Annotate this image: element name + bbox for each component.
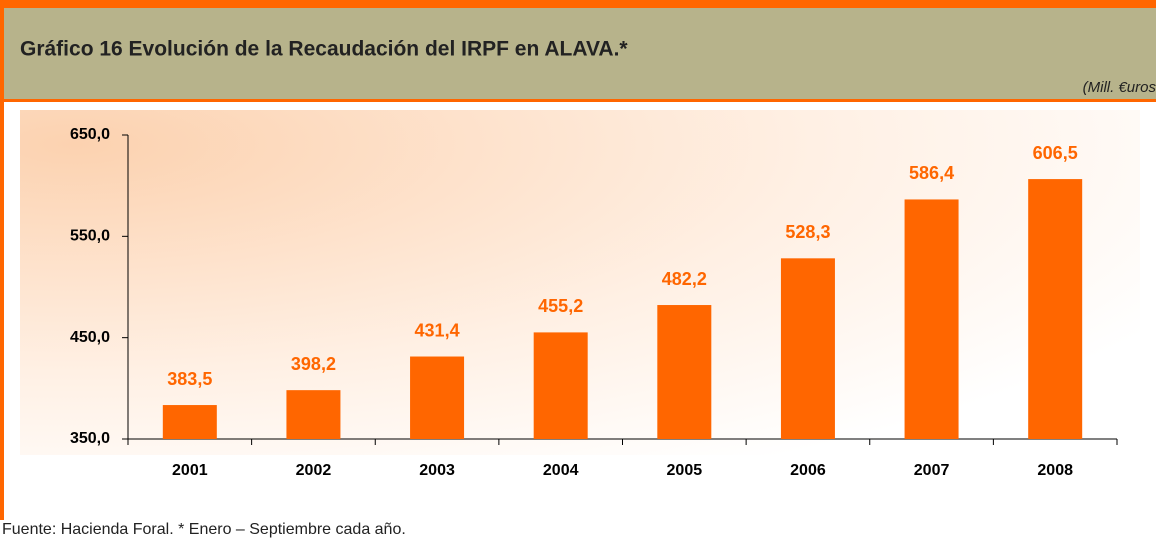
x-tick-label: 2001 [172,462,208,479]
value-label: 482,2 [662,269,707,289]
chart-title: Gráfico 16 Evolución de la Recaudación d… [20,38,628,61]
bar [286,390,341,439]
value-label: 398,2 [291,354,336,374]
bar [780,258,835,439]
bar [162,405,217,439]
y-tick-label: 550,0 [70,228,110,245]
bar [533,332,588,439]
left-border [0,8,4,520]
header-rule [0,99,1156,102]
value-label: 431,4 [415,320,460,340]
top-border [0,0,1156,8]
source-note: Fuente: Hacienda Foral. * Enero – Septie… [2,521,406,538]
value-label: 383,5 [167,369,212,389]
x-tick-label: 2005 [667,462,703,479]
value-label: 606,5 [1033,143,1078,163]
x-tick-label: 2003 [419,462,455,479]
y-tick-label: 350,0 [70,430,110,447]
x-tick-label: 2006 [790,462,826,479]
bar [904,199,959,439]
value-label: 455,2 [538,296,583,316]
bar [1028,179,1083,439]
y-tick-label: 650,0 [70,126,110,143]
x-tick-label: 2004 [543,462,579,479]
value-label: 586,4 [909,163,954,183]
x-tick-label: 2007 [914,462,950,479]
bar [657,305,712,439]
bar [410,356,465,439]
x-tick-label: 2008 [1037,462,1073,479]
unit-note: (Mill. €uros [1083,79,1156,96]
value-label: 528,3 [785,222,830,242]
header-band [0,8,1156,100]
x-tick-label: 2002 [296,462,332,479]
y-tick-label: 450,0 [70,329,110,346]
